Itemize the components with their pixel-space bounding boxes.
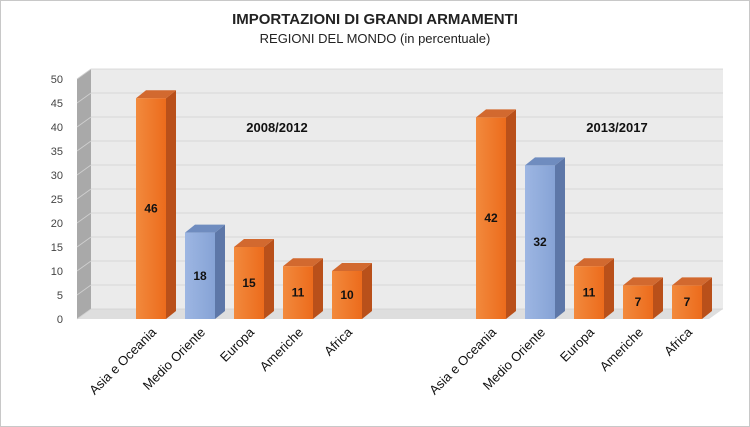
bar-front: [234, 247, 264, 319]
bar-top: [332, 263, 372, 271]
bar-side: [264, 239, 274, 319]
y-tick-label: 30: [51, 170, 63, 182]
category-label: Africa: [661, 324, 696, 359]
bar-top: [185, 224, 225, 233]
category-label: Americhe: [257, 325, 306, 374]
bar-value-label: 7: [684, 295, 691, 309]
gridline-side: [76, 92, 92, 104]
bar-front: [525, 165, 555, 319]
bar: [283, 258, 323, 319]
category-label: Africa: [321, 324, 356, 359]
bar-top: [476, 109, 516, 118]
bar-side: [702, 277, 712, 319]
bar-value-label: 15: [242, 276, 256, 290]
period-label: 2008/2012: [246, 120, 307, 135]
y-tick-label: 25: [51, 194, 63, 206]
gridline-side: [76, 260, 92, 272]
bar-side: [555, 157, 565, 319]
bar-front: [185, 232, 215, 319]
bar-front: [283, 266, 313, 319]
bar-top: [574, 258, 614, 267]
bar-top: [234, 239, 274, 247]
gridline-side: [76, 308, 92, 320]
bar-top: [672, 277, 712, 286]
bar-side: [506, 109, 516, 320]
y-tick-label: 20: [51, 218, 63, 230]
gridline-side: [76, 68, 92, 80]
bar-value-label: 11: [583, 286, 596, 300]
gridline-side: [76, 116, 92, 128]
bar-front: [332, 271, 362, 319]
y-tick-label: 40: [51, 122, 63, 134]
y-tick-label: 10: [51, 266, 63, 278]
bar-side: [653, 277, 663, 319]
bar: [525, 157, 565, 319]
bar-value-label: 46: [144, 202, 158, 216]
bar: [476, 109, 516, 320]
gridline-side: [76, 188, 92, 200]
y-tick-label: 15: [51, 242, 63, 254]
category-label: Europa: [217, 324, 258, 365]
period-label: 2013/2017: [586, 120, 647, 135]
y-tick-label: 35: [51, 146, 63, 158]
bar: [185, 224, 225, 319]
bar: [136, 90, 176, 319]
bar-front: [476, 117, 506, 320]
bar: [234, 239, 274, 319]
bar-side: [313, 258, 323, 319]
bar-side: [604, 258, 614, 319]
category-label: Americhe: [597, 325, 646, 374]
bar-front: [136, 98, 166, 319]
gridline-side: [76, 212, 92, 224]
category-label: Europa: [557, 324, 598, 365]
bar-side: [362, 263, 372, 319]
y-tick-label: 50: [51, 74, 63, 86]
bar-side: [166, 90, 176, 319]
bar-value-label: 18: [193, 269, 207, 283]
y-tick-label: 5: [57, 290, 63, 302]
bar-top: [525, 157, 565, 166]
bar-value-label: 7: [635, 295, 642, 309]
bar-side: [215, 224, 225, 319]
bar-value-label: 10: [340, 288, 354, 302]
bar: [623, 277, 663, 319]
bar-top: [136, 90, 176, 99]
chart-subtitle: REGIONI DEL MONDO (in percentuale): [260, 31, 491, 46]
y-tick-label: 45: [51, 98, 63, 110]
chart-title: IMPORTAZIONI DI GRANDI ARMAMENTI: [232, 11, 518, 28]
bar-front: [672, 285, 702, 319]
gridline-side: [76, 236, 92, 248]
y-tick-label: 0: [57, 314, 63, 326]
gridline-side: [76, 284, 92, 296]
bar-value-label: 32: [533, 235, 547, 249]
bar: [672, 277, 712, 319]
bar: [332, 263, 372, 319]
bar-front: [623, 285, 653, 319]
bar-value-label: 11: [292, 286, 305, 300]
bar-front: [574, 266, 604, 319]
bar-top: [623, 277, 663, 286]
gridline-side: [76, 140, 92, 152]
bar-value-label: 42: [484, 211, 498, 225]
gridline-side: [76, 164, 92, 176]
bar: [574, 258, 614, 319]
bar-top: [283, 258, 323, 267]
